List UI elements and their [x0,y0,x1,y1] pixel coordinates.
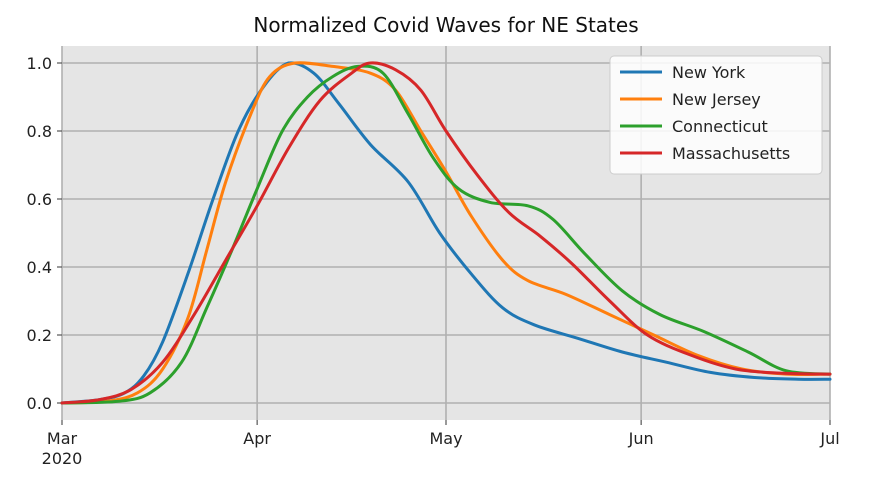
x-tick-label: Jun [628,429,654,448]
series-line-connecticut [60,64,832,405]
chart-title: Normalized Covid Waves for NE States [253,13,638,37]
legend: New York New Jersey Connecticut Massachuset… [609,55,823,175]
legend-label: New Jersey [672,90,761,109]
y-tick-label: 0.2 [27,326,52,345]
series-line-new-york [60,61,832,405]
y-tick-label: 0.8 [27,122,52,141]
legend-label: Massachusetts [672,144,790,163]
legend-label: New York [672,63,746,82]
series-line-massachusetts [60,61,832,405]
y-tick-label: 0.6 [27,190,52,209]
legend-label: Connecticut [672,117,768,136]
grid-lines [61,46,831,420]
x-tick-label: May [429,429,462,448]
y-axis: 0.0 0.2 0.4 0.6 0.8 1.0 [27,54,62,413]
x-tick-label: Jul [819,429,839,448]
legend-box [609,55,823,175]
y-tick-label: 0.0 [27,394,52,413]
y-tick-label: 0.4 [27,258,52,277]
y-tick-label: 1.0 [27,54,52,73]
x-tick-sublabel: 2020 [42,449,83,468]
series-lines [60,61,832,405]
x-tick-label: Mar [47,429,78,448]
x-tick-label: Apr [243,429,271,448]
